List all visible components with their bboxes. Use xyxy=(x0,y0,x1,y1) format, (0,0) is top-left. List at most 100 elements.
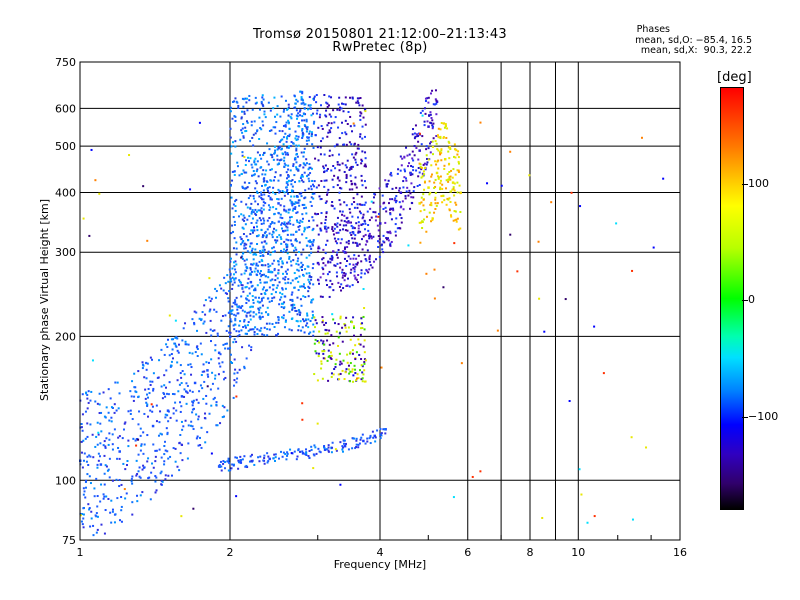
data-point xyxy=(392,207,395,210)
data-point xyxy=(352,267,355,270)
data-point xyxy=(324,252,327,255)
data-point xyxy=(252,328,255,331)
data-point xyxy=(96,515,99,518)
data-point xyxy=(163,353,166,356)
data-point xyxy=(460,362,463,365)
data-point xyxy=(88,454,91,457)
data-point xyxy=(346,122,349,125)
data-point xyxy=(218,284,221,287)
data-point xyxy=(413,154,416,157)
data-point xyxy=(343,444,347,448)
data-point xyxy=(333,237,336,240)
data-point xyxy=(242,233,245,236)
data-point xyxy=(257,175,260,178)
data-point xyxy=(163,445,166,448)
data-point xyxy=(321,319,324,322)
data-point xyxy=(274,115,277,118)
data-point xyxy=(349,211,352,214)
data-point xyxy=(218,464,221,467)
data-point xyxy=(359,212,362,215)
data-point xyxy=(350,180,353,183)
data-point xyxy=(250,210,253,213)
data-point xyxy=(453,194,456,197)
data-point xyxy=(290,140,293,143)
data-point xyxy=(260,229,263,232)
data-point xyxy=(164,474,167,477)
data-point xyxy=(263,273,266,276)
data-point xyxy=(382,234,385,237)
data-point xyxy=(306,175,309,178)
data-point xyxy=(131,482,134,485)
data-point xyxy=(357,221,360,224)
data-point xyxy=(364,157,367,160)
data-point xyxy=(336,256,339,259)
data-point xyxy=(131,380,134,383)
data-point xyxy=(307,177,310,180)
data-point xyxy=(263,193,266,196)
data-point xyxy=(82,493,85,496)
data-point xyxy=(387,239,390,242)
noise-points xyxy=(79,110,665,524)
data-point xyxy=(232,341,235,344)
data-point xyxy=(360,179,363,182)
data-point xyxy=(314,326,317,329)
data-point xyxy=(138,410,141,413)
data-point xyxy=(260,299,263,302)
data-point xyxy=(312,227,315,230)
data-point xyxy=(354,265,357,268)
data-point xyxy=(339,483,342,486)
data-point xyxy=(213,396,216,399)
data-point xyxy=(291,300,294,303)
y-tick-label: 400 xyxy=(55,186,76,199)
data-point xyxy=(371,266,374,269)
data-point xyxy=(451,181,455,184)
data-point xyxy=(430,92,433,95)
data-point xyxy=(342,446,345,449)
data-point xyxy=(286,108,289,111)
data-point xyxy=(127,439,130,442)
data-point xyxy=(89,455,92,458)
data-point xyxy=(363,380,366,383)
data-point xyxy=(236,101,239,104)
data-point xyxy=(417,134,420,137)
data-point xyxy=(373,434,377,438)
data-point xyxy=(354,234,357,237)
data-point xyxy=(191,318,194,321)
data-point xyxy=(324,227,327,230)
data-point xyxy=(224,467,227,470)
data-point xyxy=(276,239,279,242)
data-point xyxy=(352,122,355,125)
data-point xyxy=(312,122,315,125)
data-point xyxy=(301,90,304,93)
data-point xyxy=(297,112,300,115)
data-point xyxy=(90,148,93,151)
data-point xyxy=(270,154,273,157)
data-point xyxy=(234,97,237,100)
data-point xyxy=(435,142,438,145)
data-point xyxy=(251,263,254,266)
data-point xyxy=(357,231,360,234)
data-point xyxy=(94,445,97,448)
data-point xyxy=(352,232,355,235)
data-point xyxy=(317,159,320,162)
data-point xyxy=(233,173,236,176)
data-point xyxy=(444,123,447,126)
data-point xyxy=(273,453,276,456)
data-point xyxy=(239,455,242,458)
data-point xyxy=(180,395,184,398)
data-point xyxy=(81,429,84,432)
data-point xyxy=(339,106,342,109)
data-point xyxy=(431,217,434,220)
data-point xyxy=(423,208,426,211)
data-point xyxy=(240,116,243,119)
data-point xyxy=(295,139,298,142)
data-point xyxy=(287,239,290,242)
data-point xyxy=(246,294,249,297)
data-point xyxy=(318,450,321,453)
data-point xyxy=(538,297,541,300)
data-point xyxy=(250,229,253,232)
data-point xyxy=(241,287,244,290)
data-point xyxy=(200,446,203,449)
data-point xyxy=(151,380,154,383)
data-point xyxy=(285,177,288,180)
